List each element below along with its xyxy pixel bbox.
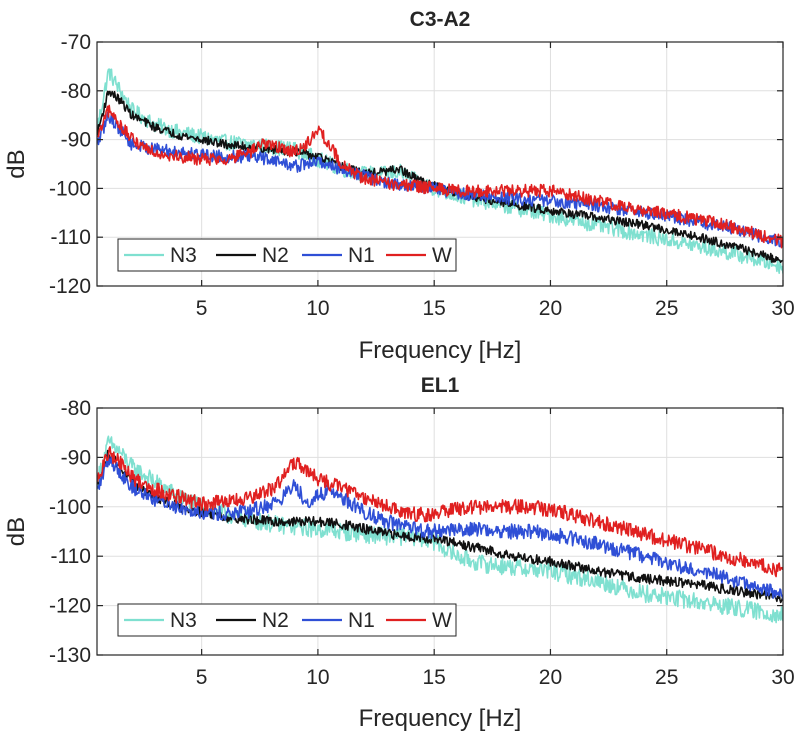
y-tick-label: -120 (49, 275, 91, 298)
y-tick-label: -90 (61, 129, 91, 152)
legend-label-w: W (432, 609, 452, 632)
legend: N3 N2 N1 W (117, 603, 457, 637)
x-tick-label: 15 (423, 297, 446, 320)
y-axis-label: dB (3, 517, 30, 546)
axes-frame (96, 41, 784, 287)
x-tick-label: 15 (423, 666, 446, 689)
legend-label-n2: N2 (262, 244, 289, 267)
x-axis-label: Frequency [Hz] (359, 337, 522, 364)
legend-label-n1: N1 (348, 244, 375, 267)
chart-title: C3-A2 (410, 8, 471, 31)
x-tick-label: 10 (306, 297, 329, 320)
legend-label-n3: N3 (170, 244, 197, 267)
chart-panel-2: 5 10 15 20 25 30 -80 -90 -100 -110 -120 -130 EL1 Freq… (3, 374, 795, 732)
legend-label-n3: N3 (170, 609, 197, 632)
y-tick-label: -100 (49, 177, 91, 200)
y-tick-label: -100 (49, 496, 91, 519)
x-axis-label: Frequency [Hz] (359, 705, 522, 732)
series-line-n1 (97, 452, 783, 600)
y-tick-label: -110 (51, 545, 91, 568)
y-tick-label: -80 (61, 397, 91, 420)
series-line-n1 (97, 111, 783, 248)
chart-title: EL1 (421, 374, 460, 397)
x-tick-label: 10 (306, 666, 329, 689)
legend-label-n1: N1 (348, 609, 375, 632)
y-tick-label: -110 (51, 226, 91, 249)
x-tick-label: 25 (655, 297, 678, 320)
x-tick-label: 25 (655, 666, 678, 689)
y-tick-label: -70 (61, 31, 91, 54)
series-line-w (97, 445, 783, 578)
x-tick-label: 30 (771, 666, 794, 689)
x-tick-label: 5 (196, 297, 208, 320)
x-tick-label: 20 (539, 666, 562, 689)
legend-label-w: W (432, 244, 452, 267)
y-tick-label: -120 (49, 595, 91, 618)
axes-frame (96, 407, 784, 656)
y-tick-label: -130 (49, 644, 91, 667)
chart-panel-1: 5 10 15 20 25 30 -70 -80 -90 -100 -110 -120 C3-A2 Fre… (3, 8, 795, 364)
x-tick-label: 20 (539, 297, 562, 320)
y-tick-label: -80 (61, 80, 91, 103)
y-tick-label: -90 (61, 446, 91, 469)
legend: N3 N2 N1 W (117, 238, 457, 272)
series-line-w (97, 104, 783, 249)
y-axis-label: dB (3, 149, 30, 178)
legend-label-n2: N2 (262, 609, 289, 632)
x-tick-label: 5 (196, 666, 208, 689)
x-tick-label: 30 (771, 297, 794, 320)
